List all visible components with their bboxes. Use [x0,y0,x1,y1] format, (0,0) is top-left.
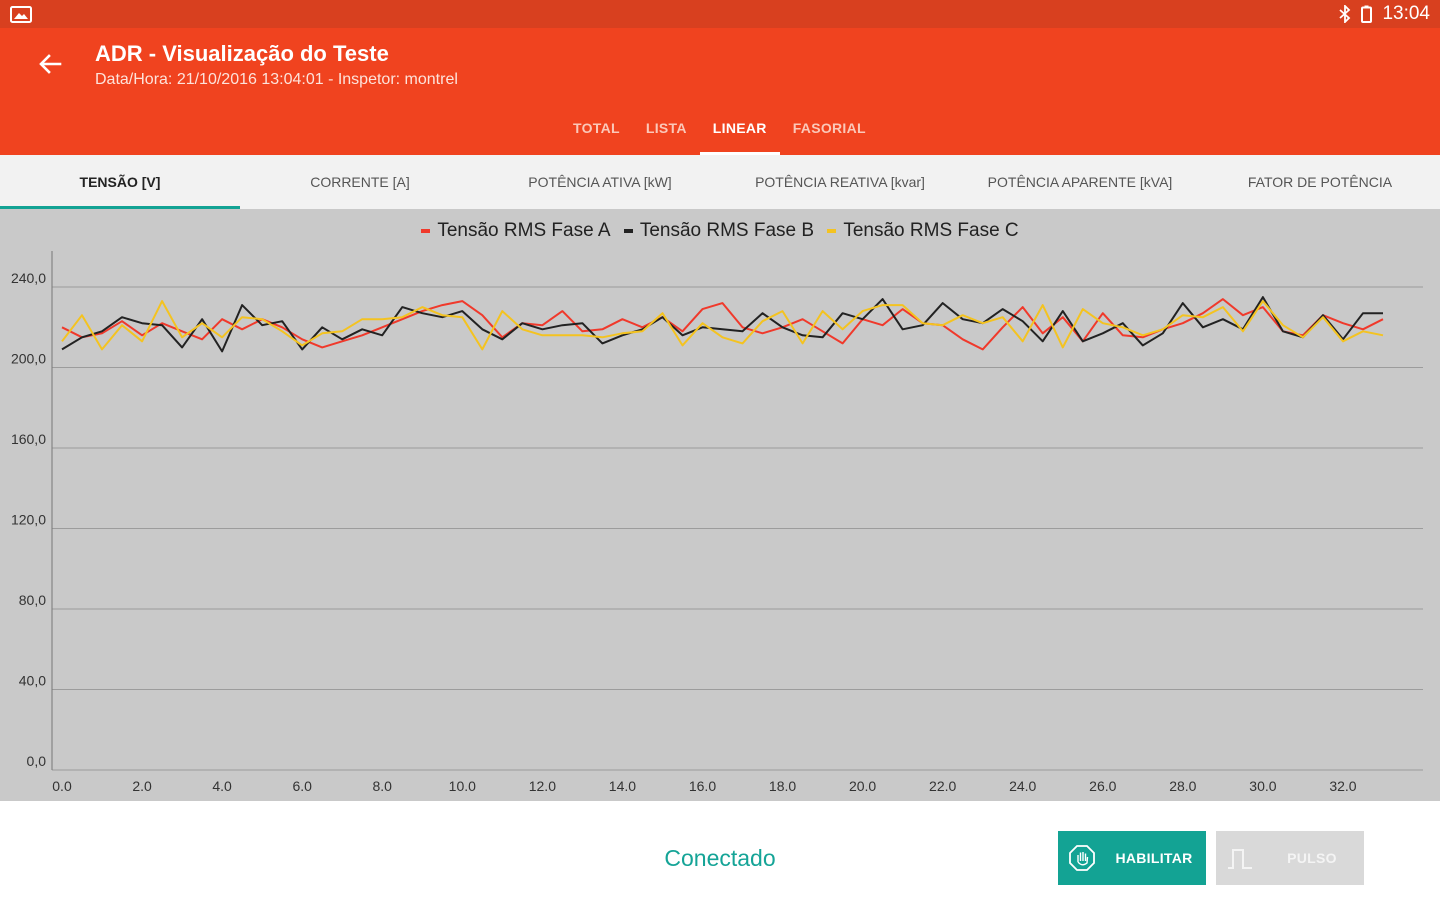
y-tick-label: 160,0 [11,431,46,447]
x-tick-label: 28.0 [1169,778,1196,794]
legend-label: Tensão RMS Fase C [843,220,1019,241]
pulso-label: PULSO [1287,850,1337,866]
x-tick-label: 30.0 [1249,778,1276,794]
tab-potencia-reativa[interactable]: POTÊNCIA REATIVA [kvar] [755,174,925,190]
legend-item: Tensão RMS Fase C [827,220,1019,242]
x-tick-label: 8.0 [373,778,393,794]
legend-label: Tensão RMS Fase B [639,220,815,241]
arrow-back-icon[interactable] [36,50,64,78]
tab-fasorial[interactable]: FASORIAL [792,120,866,136]
battery-icon [1361,5,1373,23]
y-tick-label: 40,0 [19,673,46,689]
status-bar: 13:04 [0,0,1440,28]
bottom-bar: Conectado HABILITAR PULSO [0,801,1440,900]
line-chart: 0,0 40,0 80,0 120,0 160,0 200,0 240,0 0.0 2.0 4.0… [0,209,1440,801]
connection-status: Conectado [664,845,776,871]
y-tick-label: 240,0 [11,270,46,286]
chart-legend: Tensão RMS Fase A Tensão RMS Fase B Tens… [0,217,1440,242]
chart-plot: 0,0 40,0 80,0 120,0 160,0 200,0 240,0 0.0 2.0 4.0… [11,251,1423,794]
y-tick-label: 200,0 [11,351,46,367]
tab-potencia-aparente[interactable]: POTÊNCIA APARENTE [kVA] [987,174,1173,190]
y-tick-label: 80,0 [19,592,46,608]
x-tick-label: 0.0 [52,778,72,794]
x-tick-label: 18.0 [769,778,796,794]
legend-swatch [623,229,633,233]
x-tick-label: 12.0 [529,778,556,794]
x-tick-label: 4.0 [212,778,232,794]
page-subtitle: Data/Hora: 21/10/2016 13:04:01 - Inspeto… [95,71,458,88]
page-title: ADR - Visualização do Teste [95,41,389,66]
series-line [61,296,1383,353]
legend-item: Tensão RMS Fase A [421,220,611,242]
tab-potencia-ativa[interactable]: POTÊNCIA ATIVA [kW] [528,174,672,190]
x-tick-label: 22.0 [929,778,956,794]
habilitar-label: HABILITAR [1115,850,1193,866]
tab-total[interactable]: TOTAL [573,120,620,136]
app-bar: ADR - Visualização do Teste Data/Hora: 2… [0,28,1440,155]
y-tick-label: 0,0 [27,753,47,769]
pulso-button[interactable]: PULSO [1216,831,1364,885]
x-tick-label: 14.0 [609,778,636,794]
legend-swatch [827,229,837,233]
bluetooth-icon [1339,5,1351,23]
x-tick-label: 2.0 [132,778,152,794]
habilitar-button[interactable]: HABILITAR [1058,831,1206,885]
gallery-icon [10,6,32,23]
tab-lista[interactable]: LISTA [645,120,687,136]
tab-fator-de-potencia[interactable]: FATOR DE POTÊNCIA [1247,174,1393,190]
legend-label: Tensão RMS Fase A [437,220,611,241]
x-tick-label: 20.0 [849,778,876,794]
status-time: 13:04 [1382,3,1430,24]
x-tick-label: 32.0 [1329,778,1356,794]
x-tick-label: 26.0 [1089,778,1116,794]
legend-item: Tensão RMS Fase B [623,220,815,242]
y-tick-label: 120,0 [11,512,46,528]
pulse-icon [1228,849,1252,869]
view-tabs: TOTAL LISTA LINEAR FASORIAL [560,111,879,155]
legend-swatch [421,229,431,233]
stop-hand-icon [1069,845,1095,871]
x-tick-label: 24.0 [1009,778,1036,794]
x-tick-label: 6.0 [292,778,312,794]
tab-tensao[interactable]: TENSÃO [V] [0,155,240,209]
tab-linear[interactable]: LINEAR [699,111,780,155]
x-tick-label: 10.0 [449,778,476,794]
series-line [61,300,1384,351]
quantity-tabs: TENSÃO [V] CORRENTE [A] POTÊNCIA ATIVA [… [0,155,1440,209]
tab-corrente[interactable]: CORRENTE [A] [310,174,410,190]
x-tick-label: 16.0 [689,778,716,794]
